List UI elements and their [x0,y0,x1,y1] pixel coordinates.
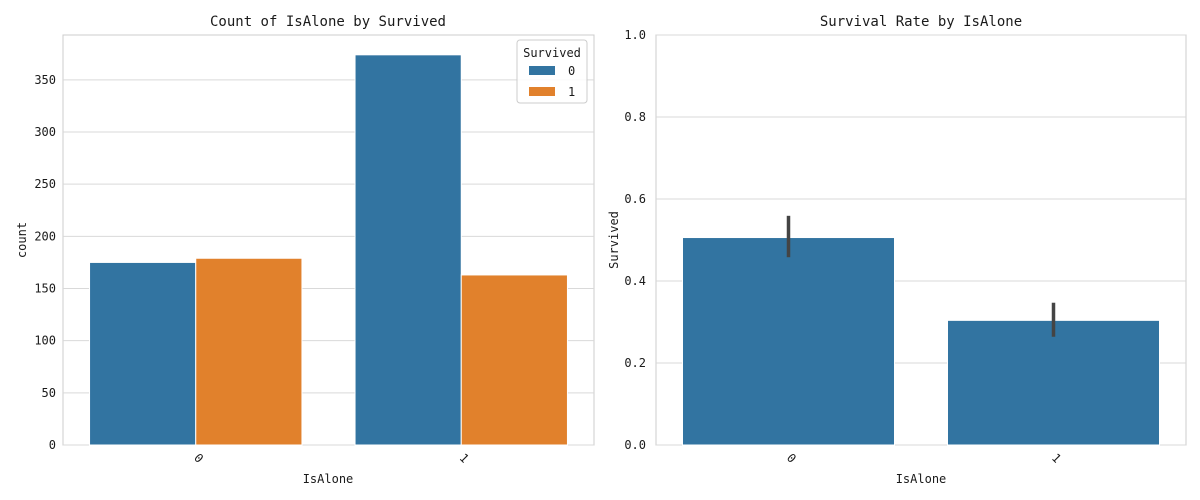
count-y-ticks: 0 50 100 150 200 250 300 350 [34,73,56,452]
y-tick-label: 0.8 [624,110,646,124]
rate-bars [682,237,1160,446]
rate-error-bars [786,215,1056,337]
rate-y-axis-label: Survived [607,211,621,269]
y-tick-label: 350 [34,73,56,87]
legend-swatch-0 [529,66,555,75]
y-tick-label: 0.4 [624,274,646,288]
y-tick-label: 1.0 [624,28,646,42]
x-tick-label: 1 [457,451,472,466]
bar-0-survived-0 [89,261,197,446]
rate-y-ticks: 0.0 0.2 0.4 0.6 0.8 1.0 [624,28,646,452]
y-tick-label: 0.0 [624,438,646,452]
legend-title: Survived [523,46,581,60]
y-tick-label: 150 [34,282,56,296]
y-tick-label: 300 [34,125,56,139]
y-tick-label: 0 [49,438,56,452]
y-tick-label: 0.6 [624,192,646,206]
y-tick-label: 100 [34,334,56,348]
bar-0-survived-1 [195,257,303,446]
legend-label-1: 1 [568,85,575,99]
count-chart-title: Count of IsAlone by Survived [210,14,446,30]
count-bars [89,54,568,446]
y-tick-label: 200 [34,229,56,243]
bar-isalone-0 [682,237,895,446]
legend-label-0: 0 [568,64,575,78]
rate-x-axis-label: IsAlone [896,472,947,486]
rate-chart-title: Survival Rate by IsAlone [820,14,1022,30]
count-legend: Survived 0 1 [516,39,588,104]
y-tick-label: 50 [42,386,56,400]
bar-isalone-1 [947,319,1160,446]
x-tick-label: 0 [191,451,206,466]
count-y-axis-label: count [15,222,29,258]
bar-1-survived-0 [354,54,462,446]
count-x-axis-label: IsAlone [303,472,354,486]
legend-swatch-1 [529,87,555,96]
bar-1-survived-1 [460,274,568,446]
x-tick-label: 1 [1049,451,1064,466]
x-tick-label: 0 [784,451,799,466]
y-tick-label: 0.2 [624,356,646,370]
y-tick-label: 250 [34,177,56,191]
